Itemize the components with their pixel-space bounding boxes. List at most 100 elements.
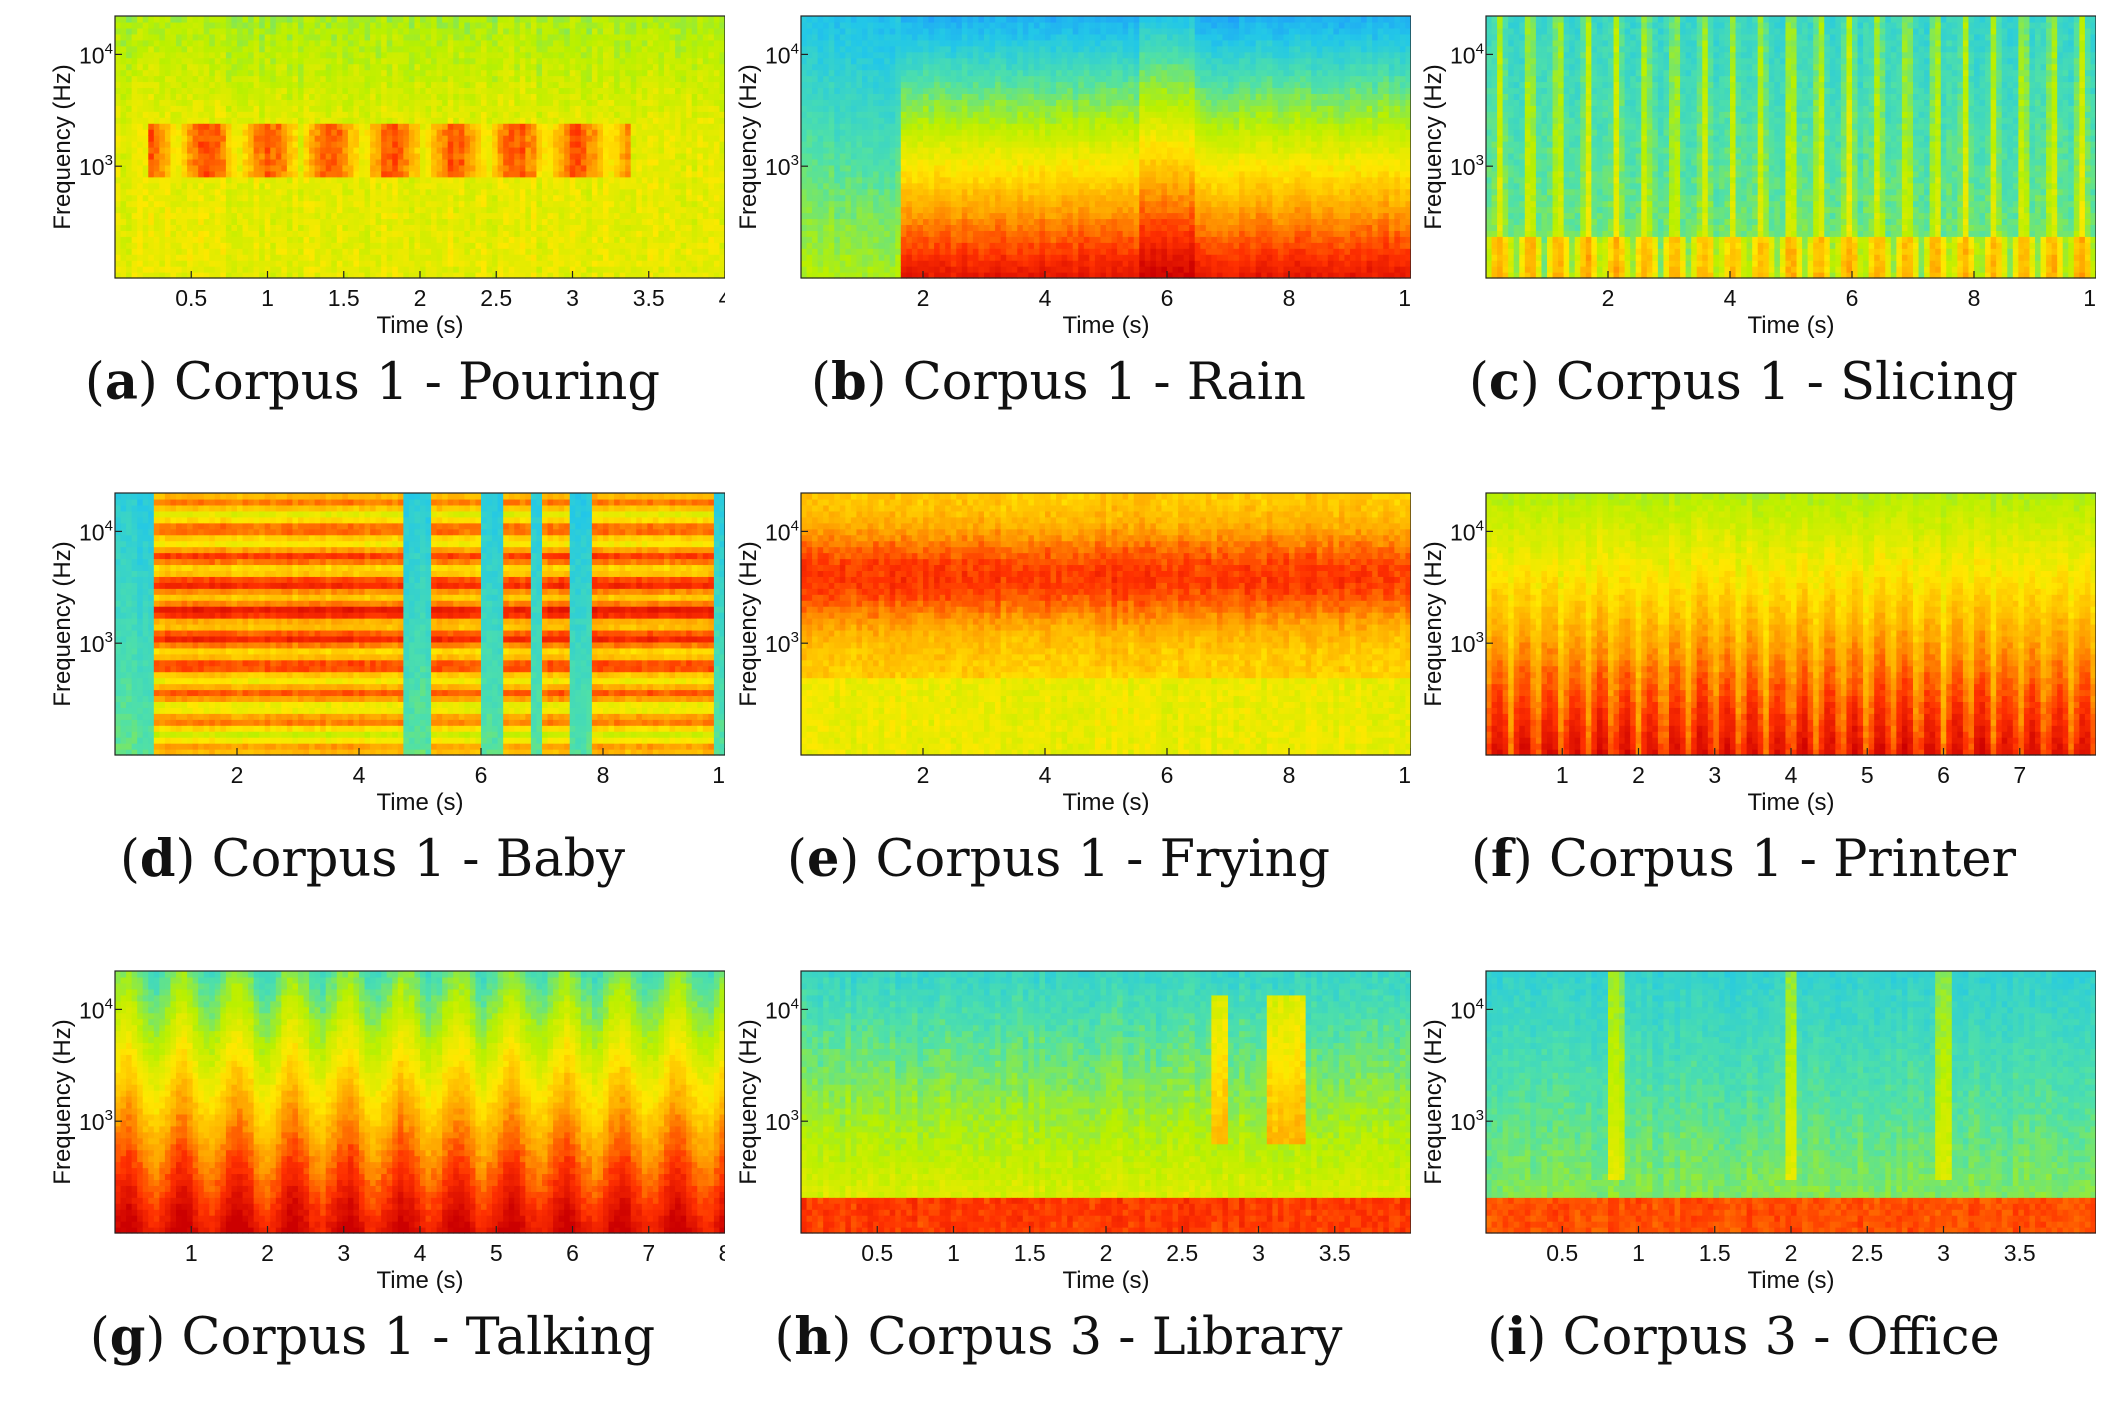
- heatmap-cell: [426, 141, 432, 148]
- heatmap-cell: [625, 46, 631, 53]
- heatmap-cell: [531, 46, 537, 53]
- heatmap-cell: [448, 201, 454, 208]
- heatmap-cell: [614, 189, 620, 196]
- heatmap-cell: [414, 260, 420, 267]
- heatmap-cell: [304, 46, 310, 53]
- heatmap-cell: [487, 159, 493, 166]
- heatmap-cell: [453, 123, 459, 130]
- heatmap-cell: [437, 123, 443, 130]
- heatmap-cell: [437, 165, 443, 172]
- heatmap-cell: [631, 93, 637, 100]
- heatmap-cell: [359, 195, 365, 202]
- heatmap-cell: [265, 189, 271, 196]
- heatmap-cell: [420, 236, 426, 243]
- heatmap-cell: [592, 159, 598, 166]
- heatmap-cell: [503, 46, 509, 53]
- heatmap-cell: [409, 248, 415, 255]
- heatmap-cell: [437, 171, 443, 178]
- heatmap-cell: [536, 224, 542, 231]
- heatmap-cell: [326, 93, 332, 100]
- heatmap-cell: [575, 207, 581, 214]
- heatmap-cell: [520, 93, 526, 100]
- heatmap-cell: [520, 218, 526, 225]
- heatmap-cell: [265, 28, 271, 35]
- heatmap-cell: [159, 99, 165, 106]
- heatmap-cell: [807, 159, 813, 166]
- heatmap-cell: [126, 218, 132, 225]
- heatmap-cell: [525, 76, 531, 83]
- heatmap-cell: [431, 76, 437, 83]
- heatmap-cell: [470, 183, 476, 190]
- heatmap-cell: [148, 99, 154, 106]
- heatmap-cell: [536, 111, 542, 118]
- heatmap-cell: [198, 82, 204, 89]
- heatmap-cell: [143, 207, 149, 214]
- heatmap-cell: [625, 40, 631, 47]
- heatmap-cell: [243, 195, 249, 202]
- heatmap-cell: [337, 159, 343, 166]
- heatmap-cell: [121, 87, 127, 94]
- heatmap-cell: [592, 165, 598, 172]
- heatmap-cell: [348, 183, 354, 190]
- heatmap-cell: [431, 153, 437, 160]
- heatmap-cell: [265, 22, 271, 29]
- heatmap-cell: [148, 129, 154, 136]
- heatmap-cell: [631, 189, 637, 196]
- heatmap-cell: [148, 141, 154, 148]
- heatmap-cell: [487, 105, 493, 112]
- heatmap-cell: [376, 58, 382, 65]
- heatmap-cell: [281, 254, 287, 261]
- heatmap-cell: [254, 135, 260, 142]
- heatmap-cell: [226, 87, 232, 94]
- heatmap-cell: [337, 236, 343, 243]
- heatmap-cell: [514, 76, 520, 83]
- heatmap-cell: [592, 28, 598, 35]
- heatmap-cell: [487, 64, 493, 71]
- heatmap-cell: [570, 111, 576, 118]
- heatmap-cell: [154, 248, 160, 255]
- heatmap-cell: [570, 123, 576, 130]
- heatmap-cell: [812, 141, 818, 148]
- heatmap-cell: [426, 82, 432, 89]
- heatmap-cell: [570, 58, 576, 65]
- heatmap-cell: [625, 87, 631, 94]
- heatmap-cell: [148, 34, 154, 41]
- heatmap-cell: [254, 111, 260, 118]
- heatmap-cell: [642, 189, 648, 196]
- heatmap-cell: [315, 28, 321, 35]
- heatmap-cell: [287, 46, 293, 53]
- heatmap-cell: [625, 242, 631, 249]
- heatmap-cell: [353, 153, 359, 160]
- heatmap-cell: [681, 123, 687, 130]
- heatmap-cell: [265, 58, 271, 65]
- heatmap-cell: [231, 135, 237, 142]
- heatmap-cell: [403, 82, 409, 89]
- heatmap-cell: [132, 171, 138, 178]
- heatmap-cell: [664, 52, 670, 59]
- heatmap-cell: [231, 266, 237, 273]
- heatmap-cell: [481, 242, 487, 249]
- heatmap-cell: [148, 260, 154, 267]
- heatmap-cell: [403, 260, 409, 267]
- heatmap-cell: [126, 82, 132, 89]
- heatmap-cell: [281, 34, 287, 41]
- heatmap-cell: [170, 58, 176, 65]
- heatmap-cell: [132, 82, 138, 89]
- heatmap-cell: [420, 147, 426, 154]
- heatmap-cell: [398, 266, 404, 273]
- heatmap-cell: [614, 195, 620, 202]
- heatmap-cell: [801, 117, 807, 124]
- heatmap-cell: [470, 266, 476, 273]
- heatmap-cell: [381, 111, 387, 118]
- heatmap-cell: [514, 52, 520, 59]
- heatmap-cell: [581, 16, 587, 23]
- heatmap-cell: [625, 201, 631, 208]
- heatmap-cell: [381, 76, 387, 83]
- heatmap-cell: [459, 213, 465, 220]
- heatmap-cell: [609, 236, 615, 243]
- heatmap-cell: [387, 177, 393, 184]
- heatmap-cell: [403, 248, 409, 255]
- heatmap-cell: [681, 22, 687, 29]
- heatmap-cell: [459, 58, 465, 65]
- heatmap-cell: [304, 64, 310, 71]
